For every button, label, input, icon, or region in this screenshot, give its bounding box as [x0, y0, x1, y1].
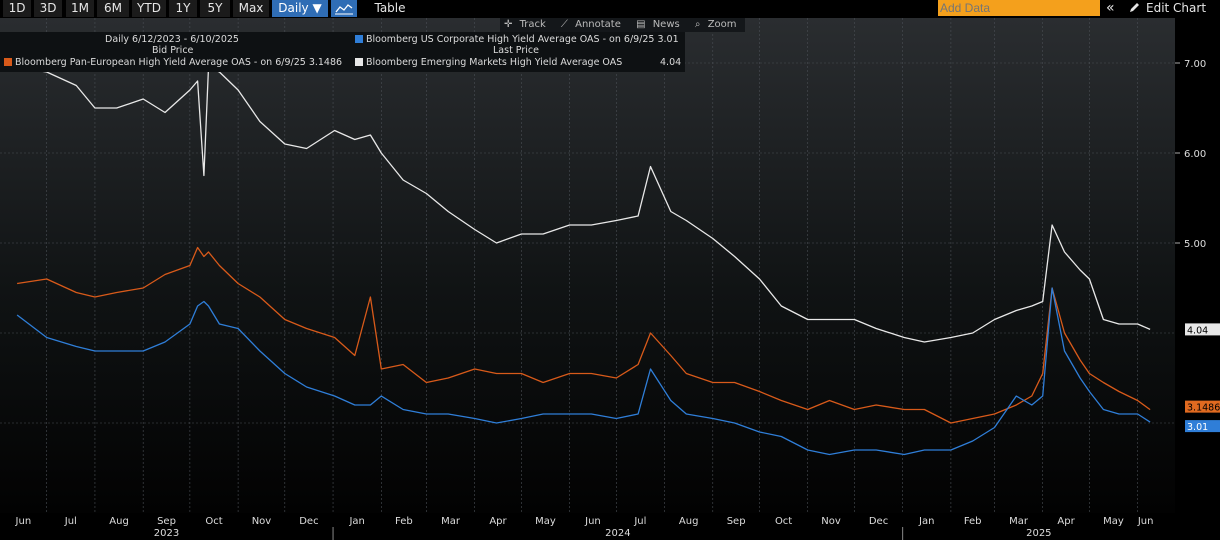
legend-eu-label: Bloomberg Pan-European High Yield Averag…	[15, 57, 343, 68]
annotate-label: Annotate	[575, 19, 621, 30]
x-tick-label: Apr	[1057, 516, 1075, 527]
series-line-us	[16, 287, 1151, 456]
chart-tools: ✛ Track ⟋ Annotate ▤ News ⌕ Zoom	[500, 18, 745, 32]
eu-swatch	[4, 58, 12, 66]
legend: Daily 6/12/2023 - 6/10/2025 Bid Price Bl…	[0, 32, 685, 72]
pencil-icon[interactable]	[1128, 0, 1142, 17]
range-button-ytd[interactable]: YTD	[132, 0, 166, 17]
news-tool[interactable]: ▤ News	[636, 19, 680, 30]
x-tick-label: Jun	[584, 516, 601, 527]
legend-date-range: Daily 6/12/2023 - 6/10/2025	[105, 34, 239, 45]
x-tick-label: May	[1103, 516, 1124, 527]
x-tick-label: Oct	[775, 516, 792, 527]
legend-us-label: Bloomberg US Corporate High Yield Averag…	[366, 34, 679, 45]
last-value-tag-em	[1185, 323, 1220, 336]
us-swatch	[355, 35, 363, 43]
x-tick-label: Feb	[964, 516, 982, 527]
zoom-label: Zoom	[707, 19, 737, 30]
x-tick-label: Aug	[109, 516, 129, 527]
series-line-eu	[17, 246, 1151, 424]
x-tick-label: Feb	[395, 516, 413, 527]
legend-em-value: 4.04	[660, 57, 682, 68]
x-tick-label: Jun	[15, 516, 32, 527]
x-tick-label: Nov	[252, 516, 272, 527]
legend-item-us[interactable]: Bloomberg US Corporate High Yield Averag…	[355, 34, 679, 45]
range-button-1m[interactable]: 1M	[66, 0, 94, 17]
chart-background	[0, 18, 1175, 513]
x-tick-label: Sep	[157, 516, 176, 527]
zoom-tool[interactable]: ⌕ Zoom	[694, 19, 737, 30]
range-button-max[interactable]: Max	[233, 0, 269, 17]
em-swatch	[355, 58, 363, 66]
range-button-1y[interactable]: 1Y	[169, 0, 197, 17]
year-label: 2024	[605, 528, 630, 539]
y-axis-panel	[1175, 18, 1220, 540]
x-tick-label: May	[535, 516, 556, 527]
legend-last-price: Last Price	[493, 45, 539, 56]
toolbar: 1D 3D 1M 6M YTD 1Y 5Y Max Daily ▼ Table …	[0, 0, 1220, 18]
table-button[interactable]: Table	[374, 1, 406, 15]
last-value-tag-eu	[1185, 400, 1220, 413]
y-tick-label: 5.00	[1184, 239, 1206, 250]
edit-chart-button[interactable]: Edit Chart	[1146, 1, 1207, 15]
legend-item-em[interactable]: Bloomberg Emerging Markets High Yield Av…	[355, 57, 622, 68]
x-axis-panel	[0, 513, 1175, 540]
track-tool[interactable]: ✛ Track	[504, 19, 546, 30]
range-button-6m[interactable]: 6M	[97, 0, 129, 17]
x-tick-label: Aug	[679, 516, 699, 527]
x-tick-label: Jul	[633, 516, 646, 527]
series-line-em	[17, 66, 1151, 343]
add-data-input[interactable]	[938, 0, 1100, 16]
x-tick-label: Mar	[1009, 516, 1029, 527]
annotate-tool[interactable]: ⟋ Annotate	[560, 19, 621, 30]
x-tick-label: Oct	[205, 516, 222, 527]
x-tick-label: Jan	[348, 516, 364, 527]
y-tick-label: 7.00	[1184, 59, 1206, 70]
last-value-label-eu: 3.1486	[1187, 403, 1220, 414]
x-tick-label: Jan	[918, 516, 934, 527]
track-label: Track	[519, 19, 546, 30]
legend-em-label: Bloomberg Emerging Markets High Yield Av…	[366, 57, 623, 68]
year-label: 2025	[1026, 528, 1051, 539]
x-tick-label: Apr	[489, 516, 507, 527]
x-tick-label: Dec	[299, 516, 318, 527]
x-tick-label: Jul	[64, 516, 77, 527]
x-tick-label: Jun	[1137, 516, 1154, 527]
news-label: News	[652, 19, 680, 30]
last-value-tag-us	[1185, 420, 1220, 433]
x-tick-label: Sep	[727, 516, 746, 527]
legend-item-eu[interactable]: Bloomberg Pan-European High Yield Averag…	[4, 57, 342, 68]
y-tick-label: 6.00	[1184, 149, 1206, 160]
frequency-dropdown[interactable]: Daily ▼	[272, 0, 328, 17]
range-button-1d[interactable]: 1D	[3, 0, 31, 17]
legend-bid-price: Bid Price	[152, 45, 194, 56]
range-button-5y[interactable]: 5Y	[200, 0, 230, 17]
x-tick-label: Mar	[441, 516, 461, 527]
x-tick-label: Nov	[821, 516, 841, 527]
line-chart-icon[interactable]	[331, 0, 357, 17]
collapse-button[interactable]: «	[1106, 0, 1115, 16]
range-button-3d[interactable]: 3D	[34, 0, 62, 17]
year-label: 2023	[154, 528, 179, 539]
last-value-label-us: 3.01	[1187, 422, 1208, 433]
last-value-label-em: 4.04	[1187, 325, 1208, 336]
x-tick-label: Dec	[869, 516, 888, 527]
